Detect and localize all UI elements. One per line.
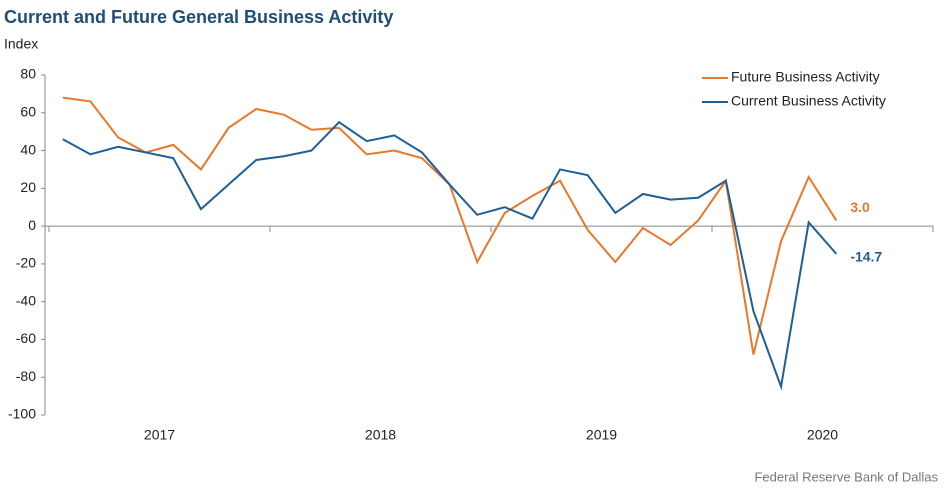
y-tick-label: -100 <box>8 406 36 422</box>
x-tick-label: 2017 <box>144 427 175 443</box>
source: Federal Reserve Bank of Dallas <box>754 469 938 484</box>
x-tick-label: 2018 <box>365 427 396 443</box>
end-label: 3.0 <box>850 199 870 215</box>
y-tick-label: 20 <box>20 179 36 195</box>
y-tick-label: 40 <box>20 141 36 157</box>
y-tick-label: -80 <box>16 368 36 384</box>
legend-label: Current Business Activity <box>731 93 886 109</box>
x-tick-label: 2019 <box>586 427 617 443</box>
y-tick-label: 80 <box>20 66 36 82</box>
chart-title: Current and Future General Business Acti… <box>4 7 393 27</box>
y-tick-label: 60 <box>20 103 36 119</box>
y-tick-label: -20 <box>16 255 36 271</box>
x-tick-label: 2020 <box>807 427 838 443</box>
series-line <box>62 120 838 391</box>
y-tick-label: -40 <box>16 292 36 308</box>
y-tick-label: -60 <box>16 330 36 346</box>
y-tick-label: 0 <box>28 217 36 233</box>
end-label: -14.7 <box>850 249 882 265</box>
legend-label: Future Business Activity <box>731 69 880 85</box>
y-axis-label: Index <box>4 36 38 52</box>
